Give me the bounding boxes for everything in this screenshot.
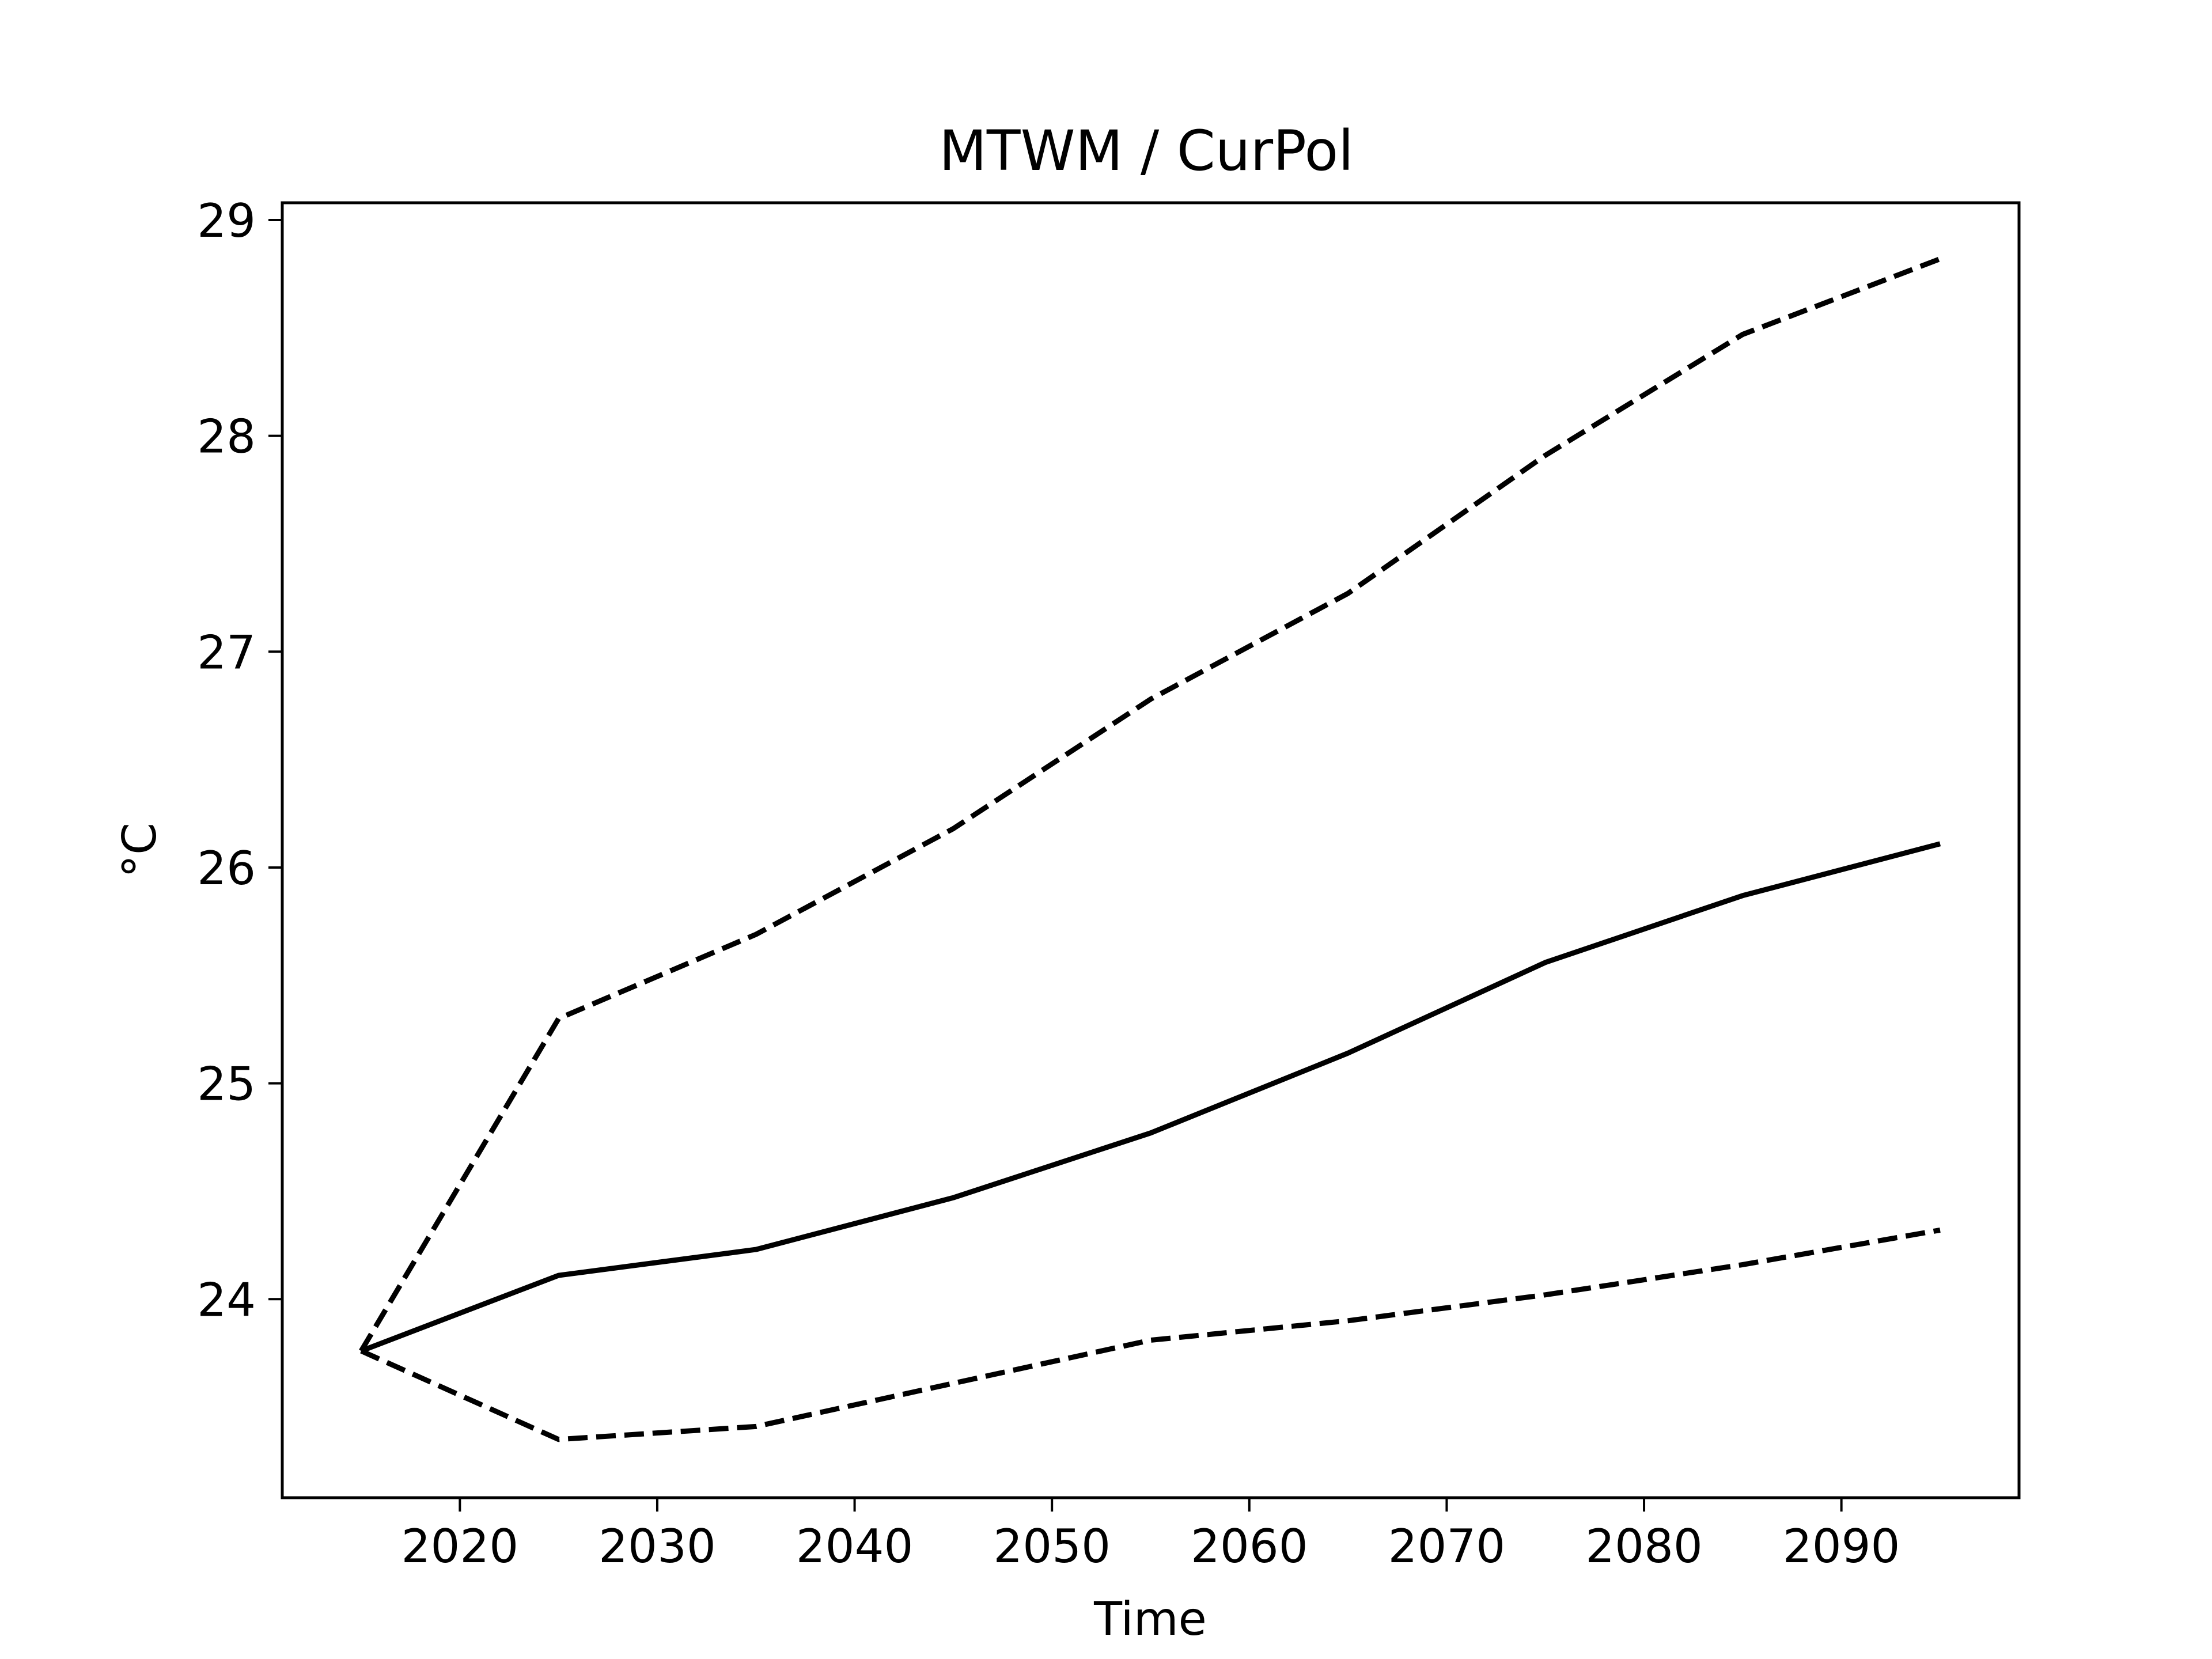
- y-tick-label: 27: [197, 626, 256, 679]
- x-tick-label: 2020: [402, 1520, 519, 1573]
- plot-frame: [281, 201, 2021, 1499]
- y-axis-label: °C: [113, 823, 166, 878]
- y-tick-label: 29: [197, 194, 256, 248]
- x-axis: 2020 2030 2040 2050 2060 2070 2080 2090: [402, 1498, 1900, 1573]
- x-axis-label: Time: [1093, 1592, 1207, 1646]
- y-tick-label: 28: [197, 410, 256, 464]
- x-tick-label: 2030: [599, 1520, 716, 1573]
- series-layer: [359, 256, 1941, 1442]
- x-tick-label: 2050: [993, 1520, 1111, 1573]
- series-line-1: [360, 841, 1941, 1354]
- series-line-2: [359, 256, 1941, 1353]
- y-axis: 24 25 26 27 28 29: [197, 194, 282, 1327]
- chart-title: MTWM / CurPol: [939, 119, 1354, 183]
- x-tick-label: 2070: [1388, 1520, 1506, 1573]
- y-tick-label: 26: [197, 842, 256, 895]
- x-tick-label: 2080: [1585, 1520, 1703, 1573]
- x-tick-label: 2060: [1191, 1520, 1308, 1573]
- x-tick-label: 2090: [1783, 1520, 1900, 1573]
- series-line-3: [360, 1227, 1941, 1442]
- x-tick-label: 2040: [796, 1520, 914, 1573]
- y-tick-label: 24: [197, 1273, 256, 1327]
- y-tick-label: 25: [197, 1058, 256, 1111]
